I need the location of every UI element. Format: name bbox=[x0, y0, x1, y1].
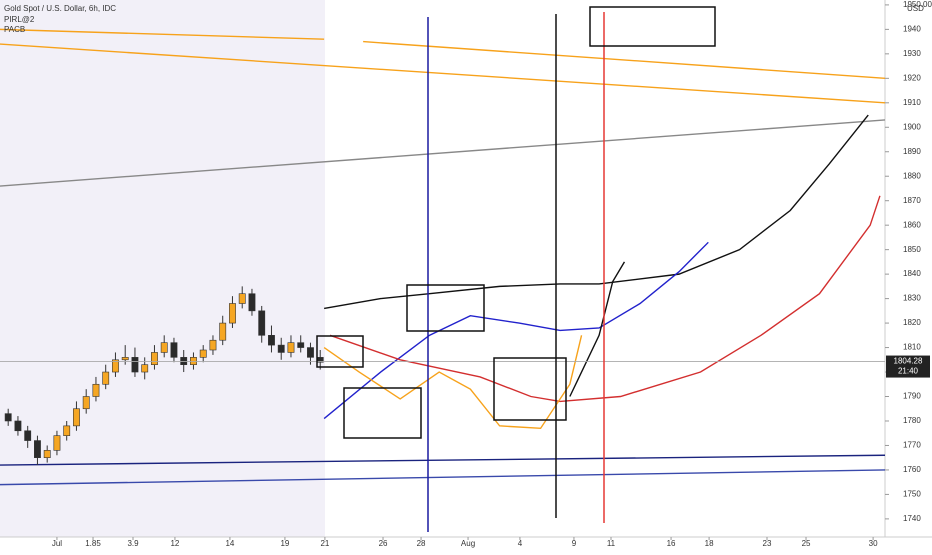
y-tick-label: 1750 bbox=[903, 490, 921, 499]
candle-body bbox=[170, 342, 178, 358]
x-tick-label: 1.85 bbox=[85, 539, 101, 548]
candle-body bbox=[258, 310, 266, 336]
boxes bbox=[316, 6, 716, 439]
candle-body bbox=[268, 335, 275, 346]
candle-body bbox=[34, 440, 41, 458]
x-tick-label: 26 bbox=[379, 539, 388, 548]
y-tick-label: 1810 bbox=[903, 343, 921, 352]
box bbox=[316, 335, 364, 368]
x-tick-label: 18 bbox=[705, 539, 714, 548]
line-series bbox=[0, 119, 886, 187]
last-price-box bbox=[886, 355, 930, 378]
line-series bbox=[0, 454, 886, 466]
candle-body bbox=[160, 342, 168, 353]
x-tick-label: 14 bbox=[225, 539, 234, 548]
line-series bbox=[324, 114, 869, 310]
y-tick-label: 1850 bbox=[903, 245, 921, 254]
y-tick-label: 1780 bbox=[903, 416, 921, 425]
x-tick-label: 4 bbox=[518, 539, 523, 548]
x-tick-label: 3.9 bbox=[127, 539, 139, 548]
currency-label: USD bbox=[907, 4, 924, 13]
y-tick-label: 1910 bbox=[903, 98, 921, 107]
candle-body bbox=[14, 420, 22, 432]
indicator-label: PIRL@2 bbox=[4, 15, 35, 24]
line-series bbox=[363, 40, 886, 80]
line-series bbox=[0, 469, 886, 486]
candle-body bbox=[4, 413, 12, 422]
candle-body bbox=[92, 383, 100, 397]
candle-body bbox=[190, 357, 197, 365]
x-tick-label: 11 bbox=[607, 539, 616, 548]
chart-title: Gold Spot / U.S. Dollar, 6h, IDC bbox=[4, 4, 116, 13]
candle-body bbox=[121, 357, 129, 361]
candle-body bbox=[63, 425, 71, 436]
y-tick-label: 1760 bbox=[903, 465, 921, 474]
y-tick-label: 1870 bbox=[903, 196, 921, 205]
line-series bbox=[0, 43, 886, 104]
candle-body bbox=[112, 359, 119, 373]
line-series bbox=[0, 28, 325, 40]
x-tick-label: 30 bbox=[869, 539, 878, 548]
candle-body bbox=[73, 408, 80, 427]
candle-body bbox=[238, 293, 246, 304]
candle-body bbox=[82, 396, 90, 410]
y-tick-label: 1900 bbox=[903, 122, 921, 131]
candle-body bbox=[209, 339, 217, 351]
box bbox=[589, 6, 716, 47]
candle-body bbox=[229, 303, 236, 324]
y-tick-label: 1770 bbox=[903, 441, 921, 450]
box bbox=[493, 357, 567, 421]
candle-body bbox=[248, 293, 256, 312]
x-tick-label: 12 bbox=[170, 539, 179, 548]
y-tick-label: 1950.00 bbox=[903, 0, 932, 9]
candle-body bbox=[287, 342, 295, 353]
candle-body bbox=[219, 322, 227, 341]
y-tick-label: 1940 bbox=[903, 24, 921, 33]
y-tick-label: 1740 bbox=[903, 514, 921, 523]
candle-body bbox=[53, 435, 61, 451]
y-tick-label: 1820 bbox=[903, 318, 921, 327]
y-tick-label: 1880 bbox=[903, 171, 921, 180]
candle-body bbox=[277, 344, 285, 353]
box bbox=[343, 387, 422, 439]
candle-body bbox=[199, 349, 207, 358]
y-tick-label: 1840 bbox=[903, 269, 921, 278]
candle-body bbox=[102, 371, 110, 385]
candle-body bbox=[43, 450, 51, 458]
x-tick-label: 25 bbox=[802, 539, 811, 548]
candle-body bbox=[180, 357, 188, 365]
x-tick-label: 9 bbox=[572, 539, 577, 548]
last-price-label: 1804.28 bbox=[894, 357, 923, 366]
x-tick-label: 19 bbox=[280, 539, 289, 548]
y-tick-label: 1920 bbox=[903, 73, 921, 82]
candle-body bbox=[141, 364, 149, 373]
x-tick-label: 16 bbox=[667, 539, 676, 548]
candle-body bbox=[131, 357, 139, 373]
candle-body bbox=[151, 352, 158, 365]
y-tick-label: 1890 bbox=[903, 147, 921, 156]
y-tick-label: 1930 bbox=[903, 49, 921, 58]
countdown-label: 21:40 bbox=[898, 367, 919, 376]
x-tick-label: Jul bbox=[52, 539, 62, 548]
line-series bbox=[323, 241, 709, 420]
y-tick-label: 1830 bbox=[903, 294, 921, 303]
line-series bbox=[569, 261, 626, 397]
x-tick-label: Aug bbox=[461, 539, 475, 548]
line-series bbox=[329, 195, 881, 403]
line-series bbox=[323, 335, 583, 430]
candle-body bbox=[24, 430, 32, 441]
y-tick-label: 1860 bbox=[903, 220, 921, 229]
y-tick-label: 1790 bbox=[903, 392, 921, 401]
box bbox=[406, 284, 485, 332]
marks bbox=[0, 28, 886, 486]
indicator-label: PACB bbox=[4, 25, 25, 34]
candle-body bbox=[297, 342, 305, 348]
x-tick-label: 23 bbox=[763, 539, 772, 548]
candle-body bbox=[307, 347, 314, 358]
price-axis-panel bbox=[885, 0, 932, 550]
x-tick-label: 21 bbox=[320, 539, 329, 548]
x-tick-label: 28 bbox=[417, 539, 426, 548]
